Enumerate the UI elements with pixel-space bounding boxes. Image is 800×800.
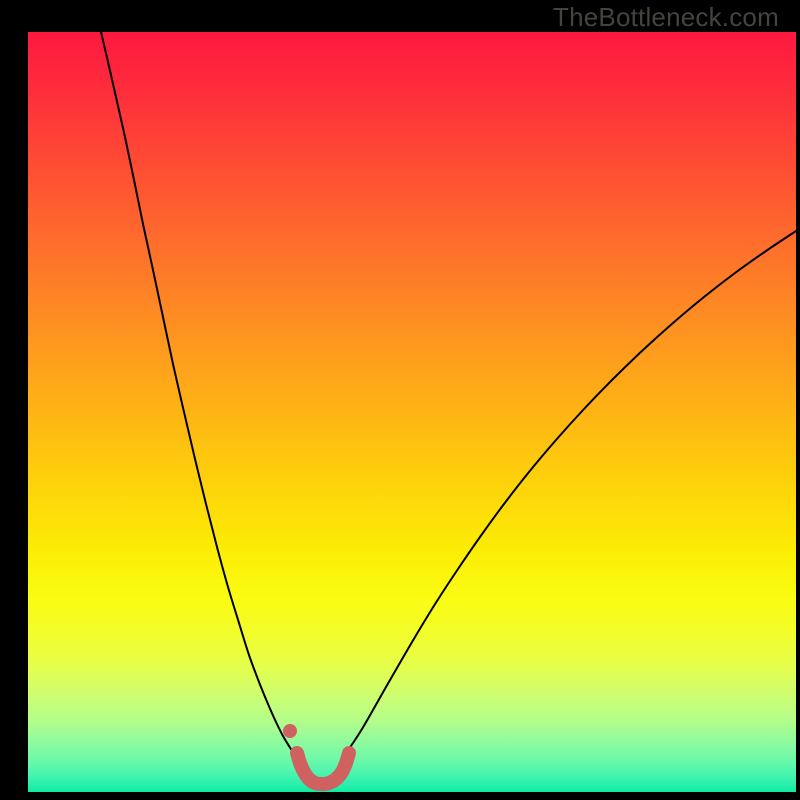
marker-dot [283,724,297,738]
watermark-text: TheBottleneck.com [553,2,779,33]
plot-svg [28,32,796,792]
plot-area [28,32,796,792]
gradient-background [28,32,796,792]
